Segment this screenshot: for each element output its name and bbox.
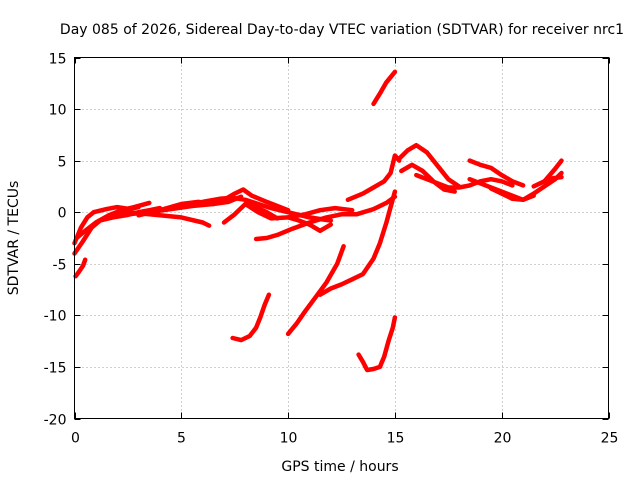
x-tick-label: 15	[387, 431, 405, 447]
series-line-s3	[73, 257, 88, 279]
y-tick-label: 10	[49, 103, 67, 119]
series-line-s17	[371, 69, 398, 107]
series-line-s21	[414, 172, 515, 190]
y-tick-label: 0	[58, 206, 67, 222]
y-axis-label: SDTVAR / TECUs	[6, 181, 22, 296]
chart-title: Day 085 of 2026, Sidereal Day-to-day VTE…	[60, 22, 624, 38]
series-line-s13	[230, 292, 272, 343]
x-tick-label: 0	[71, 431, 80, 447]
x-tick-label: 10	[280, 431, 298, 447]
y-tick-label: -20	[44, 413, 67, 429]
x-tick-label: 25	[601, 431, 619, 447]
series-line-s16	[356, 315, 398, 373]
y-tick-label: 15	[49, 52, 67, 68]
plot-frame	[74, 57, 609, 419]
x-tick-label: 5	[177, 431, 186, 447]
x-axis-label: GPS time / hours	[281, 459, 398, 475]
series-line-s11	[253, 194, 398, 242]
series-line-s14	[285, 244, 346, 337]
series-line-s26	[542, 174, 564, 184]
y-tick-label: -5	[53, 258, 67, 274]
series-group	[72, 69, 564, 373]
y-tick-label: -10	[44, 309, 67, 325]
grid-lines	[74, 57, 609, 419]
y-tick-label: 5	[58, 155, 67, 171]
series-line-s22	[467, 158, 526, 188]
x-tick-label: 20	[494, 431, 512, 447]
series-line-s20	[399, 162, 457, 194]
series-line-s18	[345, 153, 402, 203]
series-line-s15	[317, 189, 398, 297]
series-line-s8	[179, 195, 334, 223]
x-axis-ticks: 0 5 10 15 20 25	[71, 57, 619, 447]
y-axis-ticks: -20 -15 -10 -5 0 5 10 15	[44, 52, 609, 429]
series-line-s25	[531, 158, 564, 189]
y-tick-label: -15	[44, 361, 67, 377]
series-line-s10	[243, 201, 355, 221]
series-line-s6	[114, 209, 212, 228]
series-line-s12	[285, 215, 334, 234]
series-line-s19	[396, 142, 462, 189]
